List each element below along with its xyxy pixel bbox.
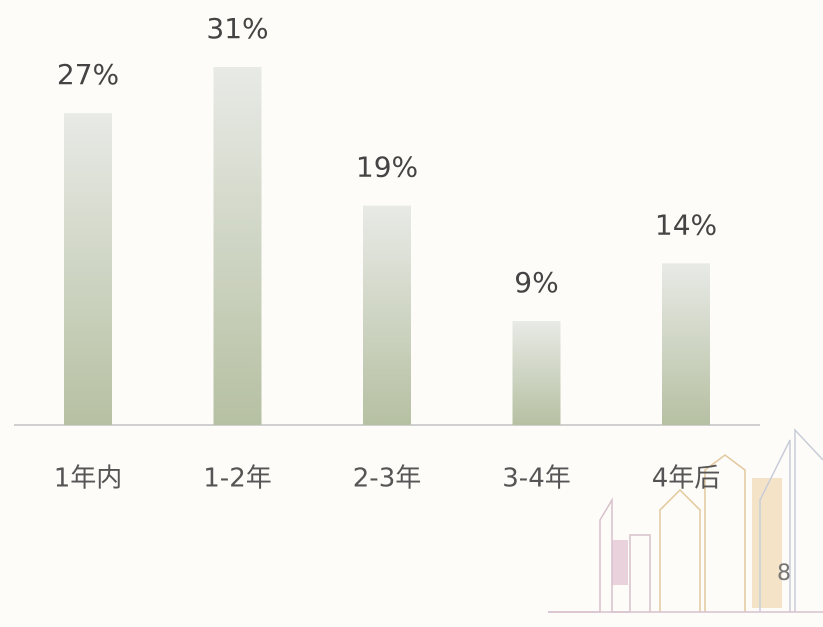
value-label: 27% xyxy=(57,58,119,91)
page-number: 8 xyxy=(777,561,791,586)
bar xyxy=(214,67,262,425)
bar xyxy=(64,113,112,425)
value-label: 31% xyxy=(206,12,268,45)
value-label: 19% xyxy=(356,151,418,184)
x-tick-label: 3-4年 xyxy=(502,464,570,494)
bar xyxy=(513,321,561,425)
value-label: 14% xyxy=(655,208,717,241)
x-tick-label: 4年后 xyxy=(652,464,721,494)
x-tick-label: 2-3年 xyxy=(353,464,421,494)
x-tick-label: 1-2年 xyxy=(203,464,271,494)
x-tick-label: 1年内 xyxy=(54,464,123,494)
bar xyxy=(662,263,710,425)
bar xyxy=(363,206,411,425)
chart: 8 27% 1年内 31% 1-2年 19% 2-3年 9% 3-4年 14% 4年后 xyxy=(0,0,823,627)
value-label: 9% xyxy=(514,266,558,299)
